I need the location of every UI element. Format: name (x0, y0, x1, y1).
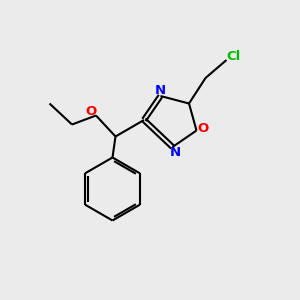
Text: O: O (197, 122, 209, 136)
Text: N: N (170, 146, 181, 159)
Text: O: O (85, 105, 96, 119)
Text: Cl: Cl (226, 50, 240, 64)
Text: N: N (155, 84, 166, 97)
